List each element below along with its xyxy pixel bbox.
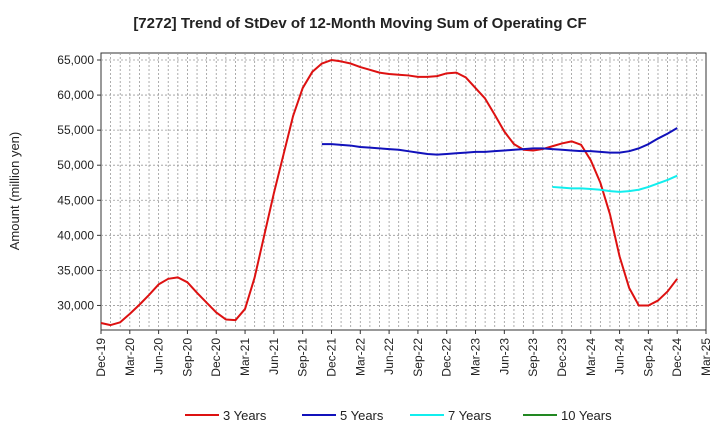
legend-label: 10 Years <box>561 408 612 423</box>
x-tick-label: Sep-24 <box>641 338 655 377</box>
x-tick-label: Mar-24 <box>584 338 598 376</box>
y-tick-label: 50,000 <box>57 158 94 172</box>
legend-item: 3 Years <box>185 408 267 423</box>
legend-item: 5 Years <box>302 408 384 423</box>
x-tick-label: Sep-20 <box>180 338 194 377</box>
x-tick-label: Jun-20 <box>152 338 166 375</box>
y-tick-label: 30,000 <box>57 298 94 312</box>
legend-label: 5 Years <box>340 408 384 423</box>
y-tick-label: 65,000 <box>57 53 94 67</box>
x-tick-label: Sep-22 <box>411 338 425 377</box>
series-line-5-years <box>321 127 678 156</box>
x-tick-label: Dec-24 <box>670 338 684 377</box>
chart-title: [7272] Trend of StDev of 12-Month Moving… <box>133 15 586 32</box>
x-tick-label: Dec-21 <box>324 338 338 377</box>
series-line-7-years <box>552 174 678 193</box>
y-tick-label: 55,000 <box>57 123 94 137</box>
y-axis-label: Amount (million yen) <box>7 132 22 251</box>
legend-label: 7 Years <box>448 408 492 423</box>
x-tick-label: Mar-25 <box>699 338 713 376</box>
x-tick-label: Mar-23 <box>469 338 483 376</box>
series-line-3-years <box>100 59 678 327</box>
x-tick-label: Dec-19 <box>94 338 108 377</box>
x-tick-label: Sep-21 <box>296 338 310 377</box>
x-tick-label: Sep-23 <box>526 338 540 377</box>
y-tick-label: 60,000 <box>57 88 94 102</box>
x-tick-label: Mar-22 <box>353 338 367 376</box>
y-axis-ticks: 30,000 35,000 40,000 45,000 50,000 55,000 60,0… <box>57 53 101 312</box>
x-tick-label: Jun-22 <box>382 338 396 375</box>
x-axis-ticks: Dec-19 Mar-20 Jun-20 Sep-20 Dec-20 Mar-21 Jun-… <box>94 330 713 377</box>
legend-item: 10 Years <box>523 408 612 423</box>
legend-label: 3 Years <box>223 408 267 423</box>
y-tick-label: 40,000 <box>57 228 94 242</box>
y-tick-label: 45,000 <box>57 193 94 207</box>
x-tick-label: Mar-20 <box>123 338 137 376</box>
y-tick-label: 35,000 <box>57 263 94 277</box>
x-tick-label: Mar-21 <box>238 338 252 376</box>
legend-item: 7 Years <box>410 408 492 423</box>
x-tick-label: Jun-24 <box>613 338 627 375</box>
x-tick-label: Dec-22 <box>440 338 454 377</box>
x-tick-label: Dec-20 <box>209 338 223 377</box>
x-tick-label: Dec-23 <box>555 338 569 377</box>
plot-area <box>100 52 707 331</box>
series-lines <box>100 59 678 327</box>
x-tick-label: Jun-23 <box>497 338 511 375</box>
x-tick-label: Jun-21 <box>267 338 281 375</box>
grid <box>101 53 706 330</box>
legend: 3 Years 5 Years 7 Years 10 Years <box>185 408 612 423</box>
